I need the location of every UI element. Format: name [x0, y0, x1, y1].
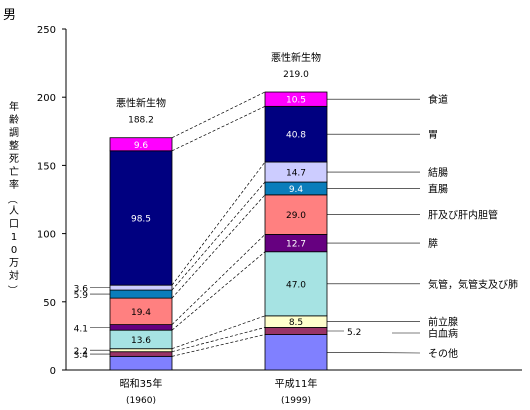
legend-label: 結腸	[428, 166, 448, 179]
legend-label: 前立腺	[428, 316, 458, 329]
y-title-char: 整	[9, 139, 19, 152]
y-title-char: 人	[9, 205, 19, 217]
bar-segment	[264, 105, 328, 163]
legend-label: 肝及び肝内胆管	[428, 209, 498, 222]
connector-line	[171, 234, 266, 325]
x-category-sublabel: (1999)	[281, 396, 311, 406]
data-label: 98.5	[131, 214, 151, 224]
legend-label: 膵	[428, 238, 438, 250]
bar-header: 悪性新生物	[116, 97, 166, 110]
bar-segment	[109, 348, 173, 353]
y-title-char: 口	[9, 219, 19, 230]
data-label: 9.6	[134, 141, 149, 151]
y-tick-label: 100	[37, 230, 56, 241]
data-label: 29.0	[286, 211, 306, 221]
connector-line	[171, 315, 266, 350]
y-tick-label: 150	[37, 161, 56, 172]
y-title-char: 万	[9, 258, 19, 269]
y-title-char: 齢	[9, 113, 19, 126]
bar-segment	[109, 297, 173, 325]
connector-line	[171, 91, 266, 139]
y-title-char: 対	[9, 269, 19, 282]
y-tick-label: 0	[50, 366, 56, 377]
data-label: 47.0	[286, 280, 306, 290]
corner-label: 男	[3, 8, 16, 23]
legend-label: 胃	[428, 129, 438, 141]
y-tick-label: 200	[37, 93, 56, 104]
y-tick-label: 50	[43, 298, 56, 309]
x-category-label: 昭和35年	[120, 377, 163, 390]
connector-line	[171, 251, 266, 331]
bar-segment	[109, 284, 173, 291]
data-label: 13.6	[131, 336, 151, 346]
bar-segment	[109, 150, 173, 286]
data-label: 5.9	[74, 291, 89, 301]
y-title-char: （	[6, 194, 18, 204]
bar-segment	[109, 137, 173, 152]
bar-total: 188.2	[128, 116, 154, 126]
data-label: 5.2	[347, 328, 361, 338]
connector-line	[171, 161, 266, 286]
bar-segment	[264, 334, 328, 371]
connector-line	[171, 106, 266, 152]
connector-line	[171, 334, 266, 357]
bar-segment	[109, 355, 173, 371]
legend-label: 食道	[428, 93, 448, 106]
data-label: 10.5	[286, 96, 306, 106]
bars: 3.42.2 13.6 4.1 19.4 5.93.6 98.5 9.6 悪性新生物 188.2…	[74, 51, 362, 406]
data-label: 2.2	[74, 347, 88, 357]
y-tick-label: 250	[37, 25, 56, 36]
connector-line	[171, 327, 266, 353]
connector-line	[171, 181, 266, 291]
y-title-char: 死	[9, 154, 19, 165]
bar-segment	[109, 351, 173, 357]
data-label: 12.7	[286, 240, 306, 250]
data-label: 3.4	[74, 351, 89, 361]
legend-label: 気管，気管支及び肺	[428, 278, 518, 291]
y-title-char: ）	[6, 285, 18, 295]
connector-lines	[171, 91, 266, 357]
legend-leader	[326, 351, 421, 354]
bar-header: 悪性新生物	[271, 51, 321, 64]
legend-label: その他	[428, 347, 458, 360]
data-label: 8.5	[289, 318, 303, 328]
bar-total: 219.0	[283, 70, 309, 80]
y-title-char: 1	[11, 232, 17, 243]
legend-label: 直腸	[428, 182, 448, 195]
data-label: 9.4	[289, 185, 304, 195]
bar-segment	[264, 251, 328, 317]
bar-segment	[109, 289, 173, 299]
legend-label: 白血病	[428, 327, 458, 340]
y-title-char: 調	[9, 126, 19, 139]
y-title-char: 0	[11, 245, 17, 256]
x-category-sublabel: (1960)	[126, 396, 156, 406]
data-label: 4.1	[74, 324, 88, 334]
data-label: 40.8	[286, 131, 306, 141]
x-category-label: 平成11年	[275, 377, 318, 390]
bar-segment	[264, 327, 328, 335]
y-title-char: 率	[9, 178, 19, 191]
y-title-char: 年	[9, 100, 19, 113]
bar-segment	[109, 324, 173, 331]
connector-line	[171, 194, 266, 299]
data-label: 14.7	[286, 169, 306, 179]
bar-segment	[264, 194, 328, 235]
data-label: 19.4	[131, 308, 151, 318]
y-title-char: 亡	[9, 165, 19, 178]
data-label: 3.6	[74, 285, 89, 295]
